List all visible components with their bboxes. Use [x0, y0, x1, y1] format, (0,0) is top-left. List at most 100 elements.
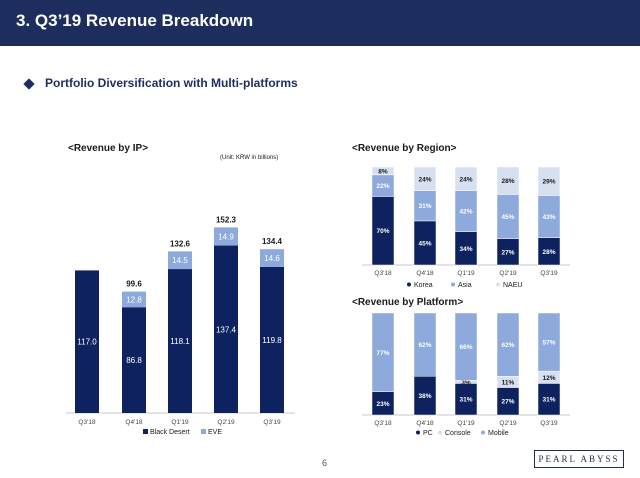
region-bar-label: 45% — [501, 214, 514, 221]
region-bar-label: 42% — [459, 209, 472, 216]
platform-bar-mobile — [371, 312, 395, 392]
region-bar-naeu — [413, 166, 437, 191]
platform-bar-label: 57% — [542, 340, 555, 347]
region-bar-label: 28% — [542, 249, 555, 256]
ip-bar-label: 137.4 — [216, 325, 237, 334]
platform-bar-label: 3% — [461, 379, 471, 386]
platform-bar-label: 11% — [502, 379, 515, 386]
ip-legend-swatch — [201, 429, 206, 434]
ip-bar-label: 14.5 — [172, 256, 188, 265]
platform-legend-label: Mobile — [488, 430, 509, 437]
ip-bar-label: 14.9 — [218, 232, 234, 241]
ip-bar-black-desert — [260, 266, 284, 413]
platform-bar-label: 31% — [459, 397, 472, 404]
region-legend-label: Korea — [414, 282, 433, 289]
region-bar-label: 31% — [418, 203, 431, 210]
platform-bar-label: 23% — [376, 401, 389, 408]
platform-bar-label: 38% — [418, 393, 431, 400]
platform-chart-title: <Revenue by Platform> — [352, 297, 464, 308]
region-bar-naeu — [496, 166, 520, 195]
ip-bar-black-desert — [214, 245, 238, 413]
region-x-tick: Q1'19 — [457, 270, 475, 277]
platform-x-tick: Q1'19 — [457, 420, 475, 427]
page-title: 3. Q3’19 Revenue Breakdown — [16, 11, 254, 30]
region-bar-label: 8% — [378, 168, 388, 175]
ip-bar-black-desert — [75, 270, 99, 413]
ip-total-label: 99.6 — [126, 280, 142, 289]
ip-chart-title: <Revenue by IP> — [68, 143, 149, 154]
ip-bar-label: 12.8 — [126, 295, 142, 304]
platform-legend-dot — [481, 430, 485, 435]
ip-legend-label: EVE — [208, 429, 222, 436]
platform-x-tick: Q4'18 — [416, 420, 434, 427]
platform-legend-dot — [438, 430, 442, 435]
platform-bar-label: 66% — [459, 344, 472, 351]
platform-legend-dot — [416, 430, 420, 435]
ip-x-tick: Q3'19 — [263, 419, 281, 426]
ip-total-label: 132.6 — [170, 239, 191, 248]
region-bar-naeu — [371, 166, 395, 176]
region-bar-label: 29% — [542, 179, 555, 186]
platform-bar-label: 12% — [542, 375, 555, 382]
region-bar-label: 24% — [418, 176, 431, 183]
ip-x-tick: Q2'19 — [217, 419, 235, 426]
platform-bar-mobile — [413, 312, 437, 377]
ip-legend-label: Black Desert — [150, 429, 190, 436]
region-bar-label: 45% — [418, 240, 431, 247]
header-bar: 3. Q3’19 Revenue Breakdown — [0, 0, 640, 46]
region-x-tick: Q2'19 — [499, 270, 517, 277]
platform-x-tick: Q3'19 — [540, 420, 558, 427]
platform-legend-label: PC — [423, 430, 433, 437]
platform-x-tick: Q3'18 — [374, 420, 392, 427]
pearl-abyss-logo: PEARL ABYSS — [534, 450, 624, 468]
platform-legend-label: Console — [445, 430, 471, 437]
region-legend-label: Asia — [458, 282, 472, 289]
region-x-tick: Q3'18 — [374, 270, 392, 277]
ip-bar-label: 86.8 — [126, 356, 142, 365]
region-bar-label: 27% — [501, 249, 514, 256]
ip-total-label: 134.4 — [262, 237, 283, 246]
ip-bar-label: 119.8 — [262, 336, 282, 345]
region-x-tick: Q3'19 — [540, 270, 558, 277]
platform-bar-label: 77% — [376, 350, 389, 357]
platform-bar-label: 62% — [501, 342, 514, 349]
platform-bar-label: 31% — [542, 397, 555, 404]
ip-total-label: 152.3 — [216, 215, 237, 224]
ip-chart-unit: (Unit: KRW in billions) — [220, 155, 279, 161]
region-bar-label: 70% — [376, 228, 389, 235]
ip-x-tick: Q4'18 — [125, 419, 143, 426]
region-legend-dot — [496, 282, 500, 287]
platform-bar-mobile — [496, 312, 520, 377]
region-legend-dot — [451, 282, 455, 287]
section-subtitle: Portfolio Diversification with Multi-pla… — [45, 76, 298, 90]
region-bar-naeu — [454, 166, 478, 191]
region-legend-label: NAEU — [503, 282, 522, 289]
ip-bar-eve — [168, 251, 192, 270]
ip-legend-swatch — [143, 429, 148, 434]
page-number: 6 — [322, 458, 328, 468]
region-bar-label: 34% — [459, 246, 472, 253]
platform-bar-mobile — [454, 312, 478, 381]
region-bar-label: 28% — [501, 178, 514, 185]
region-bar-naeu — [537, 166, 561, 196]
ip-x-tick: Q1'19 — [171, 419, 189, 426]
ip-bar-label: 118.1 — [170, 337, 190, 346]
ip-bar-black-desert — [122, 307, 146, 413]
region-chart-title: <Revenue by Region> — [352, 143, 457, 154]
ip-bar-black-desert — [168, 269, 192, 413]
ip-bar-eve — [214, 227, 238, 246]
ip-x-tick: Q3'18 — [78, 419, 96, 426]
platform-x-tick: Q2'19 — [499, 420, 517, 427]
ip-bar-eve — [122, 291, 146, 308]
platform-bar-label: 27% — [501, 399, 514, 406]
ip-bar-eve — [260, 249, 284, 267]
region-bar-label: 24% — [459, 176, 472, 183]
region-bar-label: 22% — [376, 183, 389, 190]
region-legend-dot — [407, 282, 411, 287]
platform-bar-label: 62% — [418, 342, 431, 349]
region-x-tick: Q4'18 — [416, 270, 434, 277]
ip-bar-label: 117.0 — [77, 338, 97, 347]
ip-bar-label: 14.6 — [264, 254, 280, 263]
platform-bar-mobile — [537, 312, 561, 372]
